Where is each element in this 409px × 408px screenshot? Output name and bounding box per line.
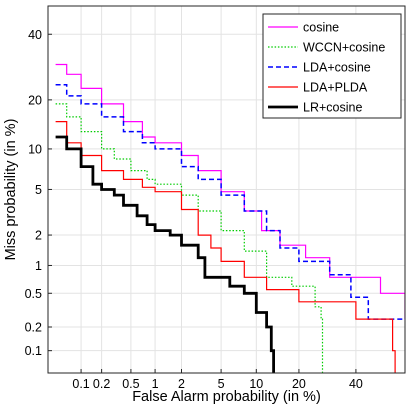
plot-frame xyxy=(47,5,406,374)
x-tick-label: 10 xyxy=(249,377,263,391)
legend-label: LDA+cosine xyxy=(303,61,371,75)
y-tick-label: 5 xyxy=(35,183,42,197)
x-tick-label: 5 xyxy=(218,377,225,391)
x-axis-label: False Alarm probability (in %) xyxy=(132,389,321,405)
legend-label: LR+cosine xyxy=(303,101,362,115)
x-tick-label: 2 xyxy=(178,377,185,391)
legend-label: LDA+PLDA xyxy=(303,81,368,95)
y-tick-label: 40 xyxy=(28,28,42,42)
y-tick-label: 10 xyxy=(28,142,42,156)
y-tick-label: 0.5 xyxy=(25,287,42,301)
x-tick-label: 1 xyxy=(152,377,159,391)
y-tick-label: 0.2 xyxy=(25,321,42,335)
legend: cosine WCCN+cosine LDA+cosine LDA+PLDA LR+co… xyxy=(262,13,402,119)
y-tick-label: 2 xyxy=(35,229,42,243)
y-tick-label: 20 xyxy=(28,93,42,107)
series-line-wccn-cosine xyxy=(55,103,324,373)
series-line-lda-plda xyxy=(55,121,396,373)
x-tick-labels: 0.1 0.2 0.5 1 2 5 10 20 40 xyxy=(72,377,363,391)
x-tick-label: 0.5 xyxy=(122,377,139,391)
legend-box xyxy=(262,13,402,119)
x-tick-label: 20 xyxy=(292,377,306,391)
x-tick-label: 40 xyxy=(349,377,363,391)
legend-label: cosine xyxy=(303,21,339,35)
y-tick-labels: 0.1 0.2 0.5 1 2 5 10 20 40 xyxy=(25,28,42,358)
series-layer xyxy=(55,63,405,373)
series-line-lr-cosine xyxy=(55,135,275,373)
y-tick-label: 0.1 xyxy=(25,344,42,358)
series-line-lda-cosine xyxy=(55,84,405,320)
x-tick-label: 0.2 xyxy=(93,377,110,391)
legend-label: WCCN+cosine xyxy=(303,41,385,55)
y-axis-label: Miss probability (in %) xyxy=(3,119,19,261)
y-tick-label: 1 xyxy=(35,259,42,273)
x-tick-label: 0.1 xyxy=(72,377,89,391)
